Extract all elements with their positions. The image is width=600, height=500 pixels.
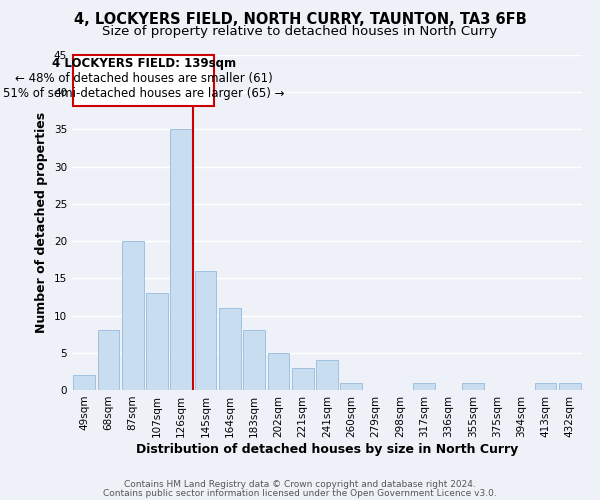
Bar [194,271,217,390]
FancyBboxPatch shape [73,55,214,106]
Bar [170,130,192,390]
Bar [97,330,119,390]
Bar [268,353,289,390]
Bar [146,293,168,390]
Text: Size of property relative to detached houses in North Curry: Size of property relative to detached ho… [103,25,497,38]
Text: ← 48% of detached houses are smaller (61): ← 48% of detached houses are smaller (61… [15,72,272,86]
Text: Contains public sector information licensed under the Open Government Licence v3: Contains public sector information licen… [103,488,497,498]
Bar [559,382,581,390]
Text: 4 LOCKYERS FIELD: 139sqm: 4 LOCKYERS FIELD: 139sqm [52,58,236,70]
Bar [73,375,95,390]
Bar [316,360,338,390]
Bar [340,382,362,390]
Bar [292,368,314,390]
Bar [243,330,265,390]
Bar [219,308,241,390]
Bar [413,382,435,390]
Y-axis label: Number of detached properties: Number of detached properties [35,112,49,333]
Bar [535,382,556,390]
Bar [122,241,143,390]
Text: 4, LOCKYERS FIELD, NORTH CURRY, TAUNTON, TA3 6FB: 4, LOCKYERS FIELD, NORTH CURRY, TAUNTON,… [74,12,526,28]
Text: 51% of semi-detached houses are larger (65) →: 51% of semi-detached houses are larger (… [3,87,284,100]
X-axis label: Distribution of detached houses by size in North Curry: Distribution of detached houses by size … [136,442,518,456]
Text: Contains HM Land Registry data © Crown copyright and database right 2024.: Contains HM Land Registry data © Crown c… [124,480,476,489]
Bar [462,382,484,390]
